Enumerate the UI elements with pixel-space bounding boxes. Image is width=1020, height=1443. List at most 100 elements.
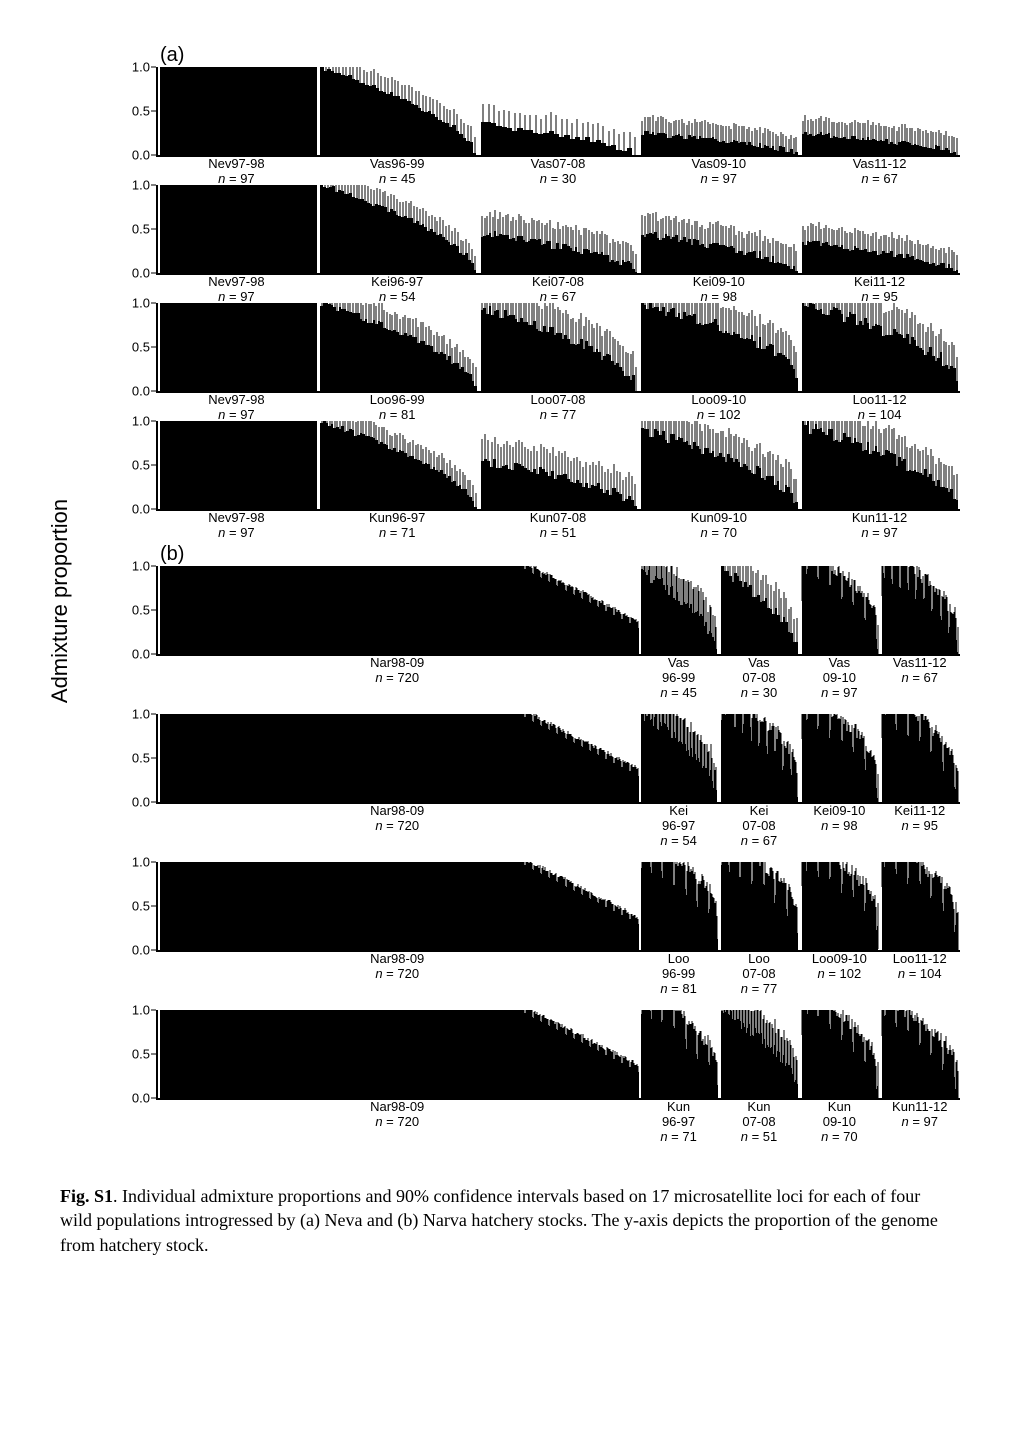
ytick-label: 0.5 [132,899,150,914]
group [719,862,799,950]
group [158,185,318,273]
ytick-label: 0.5 [132,603,150,618]
ytick-label: 1.0 [132,855,150,870]
group [719,714,799,802]
group-label: Kun09-10n = 70 [799,1100,879,1145]
group-label: Vas07-08n = 30 [478,157,639,187]
group [719,1010,799,1098]
group-label: Kei07-08n = 67 [478,275,639,305]
group [639,67,799,155]
group-label: Vas96-99n = 45 [317,157,478,187]
group-label: Loo07-08n = 77 [478,393,639,423]
caption-bold: Fig. S1 [60,1186,113,1206]
ytick-label: 0.5 [132,340,150,355]
group [158,566,639,654]
ytick-label: 0.0 [132,795,150,810]
caption-text: . Individual admixture proportions and 9… [60,1186,938,1255]
group-label: Nar98-09n = 720 [156,804,638,849]
group [158,714,639,802]
ytick-label: 0.0 [132,943,150,958]
ytick-label: 1.0 [132,296,150,311]
group [800,566,880,654]
group-label: Kun11-12n = 97 [799,511,960,541]
group-label: Kun07-08n = 51 [478,511,639,541]
chart-row: 0.00.51.0Nev97-98n = 97Kei96-97n = 54Kei… [100,185,960,303]
group [479,185,639,273]
group-label: Nev97-98n = 97 [156,157,317,187]
panel-b: 0.00.51.0Nar98-09n = 720Vas96-99n = 45Va… [100,566,960,1158]
ytick-label: 1.0 [132,414,150,429]
group-label: Vas09-10n = 97 [799,656,879,701]
plot-area [156,303,960,393]
chart-row: 0.00.51.0Nev97-98n = 97Kun96-97n = 71Kun… [100,421,960,539]
group [639,862,719,950]
group-label: Loo09-10n = 102 [638,393,799,423]
group [800,421,960,509]
figure: Admixture proportion (a) 0.00.51.0Nev97-… [100,44,960,1158]
ytick-label: 0.5 [132,1047,150,1062]
group [318,303,478,391]
group-label: Kun07-08n = 51 [719,1100,799,1145]
ytick-label: 1.0 [132,559,150,574]
ytick-label: 0.5 [132,222,150,237]
group [800,714,880,802]
ytick-label: 0.5 [132,751,150,766]
ytick-label: 0.0 [132,647,150,662]
ytick-label: 0.0 [132,502,150,517]
group-label: Loo07-08n = 77 [719,952,799,997]
group-label: Vas11-12n = 67 [880,656,960,701]
chart-row: 0.00.51.0Nar98-09n = 720Loo96-99n = 81Lo… [100,862,960,1010]
ytick-label: 0.5 [132,104,150,119]
figure-caption: Fig. S1. Individual admixture proportion… [60,1184,940,1257]
group [880,1010,960,1098]
group-label: Nev97-98n = 97 [156,275,317,305]
group [719,566,799,654]
group [639,714,719,802]
group [800,67,960,155]
group [880,566,960,654]
group-label: Vas11-12n = 67 [799,157,960,187]
ytick-label: 0.0 [132,1091,150,1106]
group [800,862,880,950]
group [639,303,799,391]
group-label: Nar98-09n = 720 [156,656,638,701]
ytick-label: 1.0 [132,1003,150,1018]
y-axis-label: Admixture proportion [47,499,73,703]
group [639,1010,719,1098]
plot-area [156,185,960,275]
panel-a: 0.00.51.0Nev97-98n = 97Vas96-99n = 45Vas… [100,67,960,539]
group [158,1010,639,1098]
group-label: Kei11-12n = 95 [799,275,960,305]
group-label: Nev97-98n = 97 [156,393,317,423]
group [158,303,318,391]
chart-row: 0.00.51.0Nev97-98n = 97Vas96-99n = 45Vas… [100,67,960,185]
group-label: Kun09-10n = 70 [638,511,799,541]
group-label: Loo11-12n = 104 [799,393,960,423]
group-label: Loo96-99n = 81 [638,952,718,997]
group [800,185,960,273]
group-label: Nar98-09n = 720 [156,952,638,997]
ytick-label: 1.0 [132,60,150,75]
group-label: Kei09-10n = 98 [799,804,879,849]
group-label: Nar98-09n = 720 [156,1100,638,1145]
group-label: Kun11-12n = 97 [880,1100,960,1145]
ytick-label: 0.0 [132,266,150,281]
group-label: Loo96-99n = 81 [317,393,478,423]
group [479,303,639,391]
chart-row: 0.00.51.0Nar98-09n = 720Vas96-99n = 45Va… [100,566,960,714]
group-label: Kei96-97n = 54 [317,275,478,305]
group-label: Kei09-10n = 98 [638,275,799,305]
plot-area [156,1010,960,1100]
group [318,421,478,509]
ytick-label: 0.0 [132,148,150,163]
group-label: Kei96-97n = 54 [638,804,718,849]
group-label: Loo09-10n = 102 [799,952,879,997]
group-label: Kei11-12n = 95 [880,804,960,849]
chart-row: 0.00.51.0Nar98-09n = 720Kei96-97n = 54Ke… [100,714,960,862]
group [479,67,639,155]
group [880,862,960,950]
ytick-label: 1.0 [132,178,150,193]
group-label: Kei07-08n = 67 [719,804,799,849]
group-label: Kun96-97n = 71 [638,1100,718,1145]
panel-b-letter: (b) [160,543,960,566]
